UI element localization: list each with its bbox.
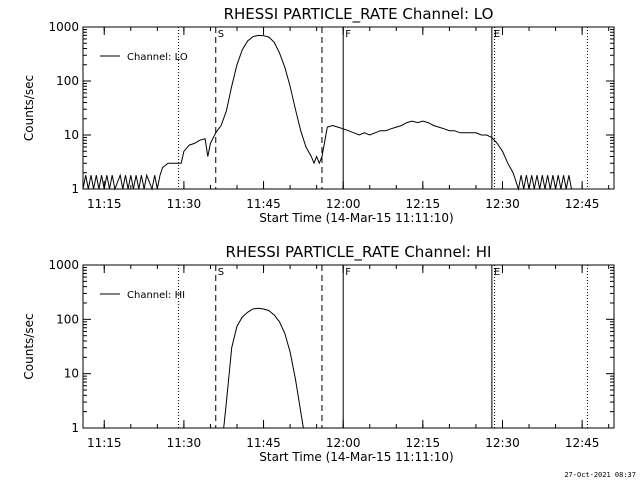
y-tick-label: 1 — [71, 421, 79, 435]
x-tick-label: 11:15 — [87, 436, 122, 450]
y-tick-label: 1000 — [48, 20, 79, 34]
event-marker-label: E — [494, 267, 500, 278]
event-marker-label: F — [345, 29, 351, 40]
x-tick-label: 12:15 — [406, 197, 441, 211]
y-tick-label: 100 — [56, 74, 79, 88]
x-tick-label: 12:00 — [326, 436, 361, 450]
x-tick-label: 11:45 — [246, 436, 281, 450]
chart-title: RHESSI PARTICLE_RATE Channel: HI — [226, 243, 492, 262]
event-marker-label: S — [218, 29, 224, 40]
x-tick-label: 11:30 — [167, 197, 202, 211]
event-marker-label: S — [218, 267, 224, 278]
x-axis-label: Start Time (14-Mar-15 11:11:10) — [259, 450, 453, 464]
chart-panel-0: RHESSI PARTICLE_RATE Channel: LO 11:15 11:… — [22, 5, 615, 225]
y-tick-label: 100 — [56, 312, 79, 326]
x-tick-label: 11:30 — [167, 436, 202, 450]
x-tick-label: 12:30 — [485, 197, 520, 211]
x-tick-label: 12:45 — [565, 436, 600, 450]
chart-title: RHESSI PARTICLE_RATE Channel: LO — [224, 5, 494, 24]
x-tick-label: 12:30 — [485, 436, 520, 450]
chart-panel-1: RHESSI PARTICLE_RATE Channel: HI 11:15 11:… — [22, 243, 615, 464]
series-line — [82, 34, 572, 191]
legend-label: Channel: HI — [127, 290, 185, 301]
y-tick-label: 1000 — [48, 258, 79, 272]
plot-frame — [82, 26, 615, 190]
event-marker-label: E — [494, 29, 500, 40]
y-tick-label: 10 — [64, 128, 79, 142]
y-axis-label: Counts/sec — [22, 313, 36, 379]
x-tick-label: 12:15 — [406, 436, 441, 450]
y-tick-label: 10 — [64, 367, 79, 381]
y-axis-label: Counts/sec — [22, 75, 36, 141]
x-tick-label: 11:45 — [246, 197, 281, 211]
y-tick-label: 1 — [71, 182, 79, 196]
footer-stamp: 27-Oct-2021 08:37 — [564, 471, 636, 479]
series-line — [223, 307, 304, 429]
x-tick-label: 12:00 — [326, 197, 361, 211]
plot-frame — [82, 264, 615, 429]
x-axis-label: Start Time (14-Mar-15 11:11:10) — [259, 211, 453, 225]
legend-label: Channel: LO — [127, 52, 188, 63]
x-tick-label: 12:45 — [565, 197, 600, 211]
event-marker-label: F — [345, 267, 351, 278]
x-tick-label: 11:15 — [87, 197, 122, 211]
